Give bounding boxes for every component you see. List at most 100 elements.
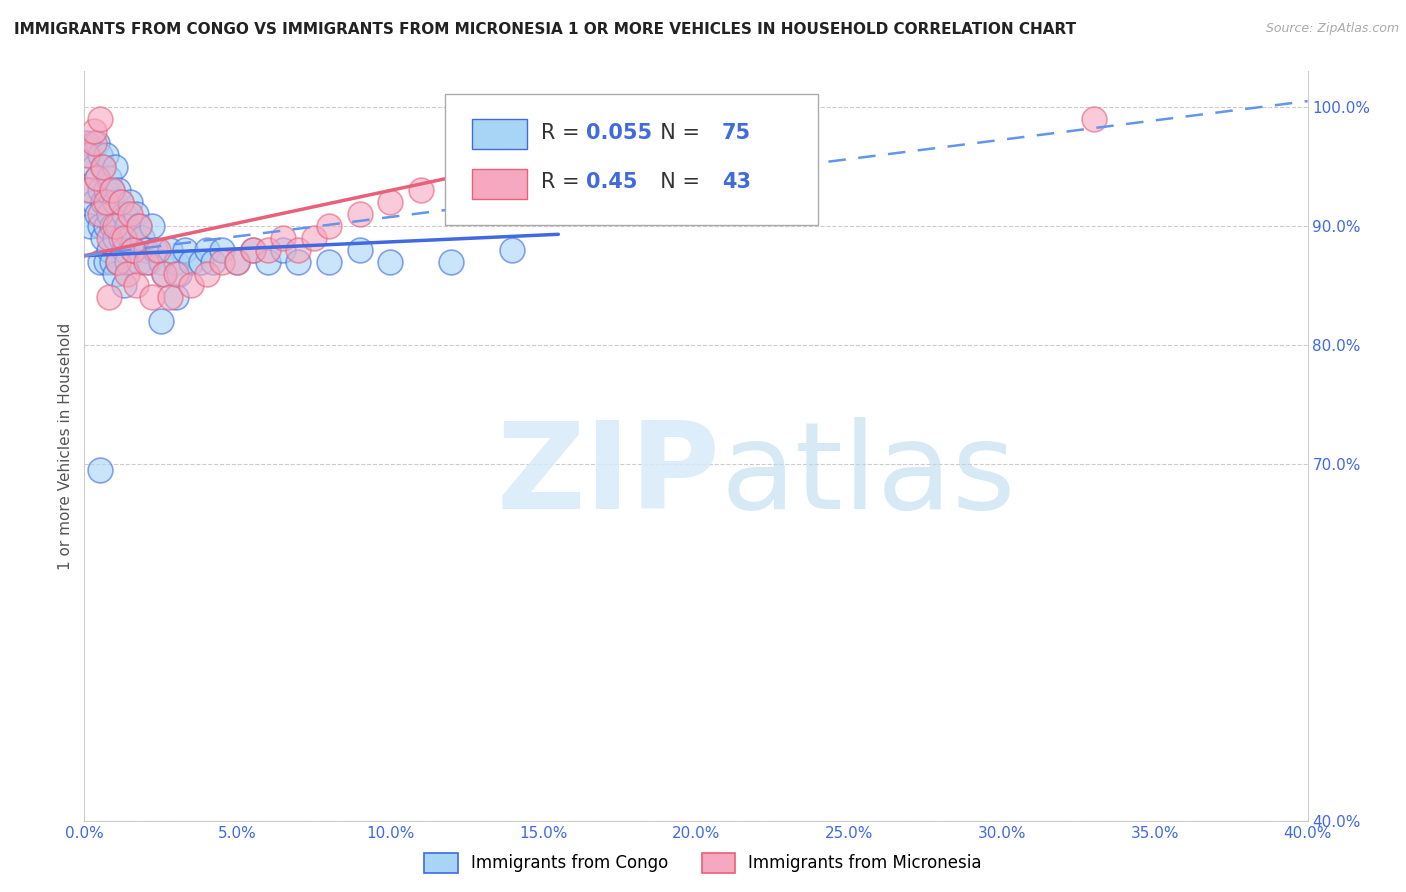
FancyBboxPatch shape — [472, 169, 527, 199]
Point — [115, 254, 138, 268]
Point — [94, 219, 117, 233]
Point — [86, 136, 108, 150]
Text: R =: R = — [541, 123, 586, 143]
Point — [141, 219, 163, 233]
Point — [91, 195, 114, 210]
Point — [89, 207, 111, 221]
Point — [195, 243, 218, 257]
Point — [257, 243, 280, 257]
Point — [104, 231, 127, 245]
Point — [104, 267, 127, 281]
Point — [94, 183, 117, 197]
Point — [79, 219, 101, 233]
Point — [195, 267, 218, 281]
Text: 0.45: 0.45 — [586, 172, 637, 193]
Point — [89, 183, 111, 197]
Point — [146, 243, 169, 257]
Point — [107, 183, 129, 197]
Text: 75: 75 — [721, 123, 751, 143]
Point — [138, 254, 160, 268]
Point — [180, 278, 202, 293]
Point — [76, 183, 98, 197]
Point — [165, 290, 187, 304]
Point — [91, 160, 114, 174]
Point — [128, 219, 150, 233]
Point — [153, 267, 176, 281]
Point — [107, 219, 129, 233]
Point — [86, 207, 108, 221]
Point — [122, 243, 145, 257]
Point — [1083, 112, 1105, 126]
Point — [101, 183, 124, 197]
Point — [128, 254, 150, 268]
Text: 43: 43 — [721, 172, 751, 193]
Point — [165, 254, 187, 268]
Point — [143, 243, 166, 257]
FancyBboxPatch shape — [446, 94, 818, 225]
Point — [115, 219, 138, 233]
Point — [380, 254, 402, 268]
Point — [94, 147, 117, 161]
Point — [104, 195, 127, 210]
Point — [86, 171, 108, 186]
Point — [76, 147, 98, 161]
Point — [97, 207, 120, 221]
Point — [271, 231, 294, 245]
Point — [91, 231, 114, 245]
Point — [94, 254, 117, 268]
Point — [94, 195, 117, 210]
Point — [318, 219, 340, 233]
Point — [165, 267, 187, 281]
Point — [135, 254, 157, 268]
Point — [120, 207, 142, 221]
Point — [531, 147, 554, 161]
Point — [287, 254, 309, 268]
Point — [79, 183, 101, 197]
Point — [112, 243, 135, 257]
Point — [174, 243, 197, 257]
Point — [110, 195, 132, 210]
Point — [110, 231, 132, 245]
Point — [112, 278, 135, 293]
Text: IMMIGRANTS FROM CONGO VS IMMIGRANTS FROM MICRONESIA 1 OR MORE VEHICLES IN HOUSEH: IMMIGRANTS FROM CONGO VS IMMIGRANTS FROM… — [14, 22, 1076, 37]
Point — [226, 254, 249, 268]
Text: ZIP: ZIP — [496, 417, 720, 534]
Point — [97, 231, 120, 245]
Point — [104, 160, 127, 174]
Point — [159, 290, 181, 304]
Point — [349, 243, 371, 257]
Point — [257, 254, 280, 268]
Point — [91, 160, 114, 174]
Point — [120, 195, 142, 210]
Text: N =: N = — [647, 172, 707, 193]
Point — [83, 160, 105, 174]
Point — [112, 207, 135, 221]
Point — [141, 290, 163, 304]
Point — [83, 124, 105, 138]
Point — [125, 278, 148, 293]
Point — [318, 254, 340, 268]
Point — [440, 254, 463, 268]
Point — [107, 254, 129, 268]
Point — [287, 243, 309, 257]
FancyBboxPatch shape — [472, 120, 527, 149]
Point — [502, 243, 524, 257]
Point — [112, 231, 135, 245]
Point — [349, 207, 371, 221]
Point — [302, 231, 325, 245]
Point — [89, 147, 111, 161]
Point — [110, 195, 132, 210]
Point — [125, 207, 148, 221]
Point — [76, 136, 98, 150]
Point — [122, 243, 145, 257]
Point — [101, 219, 124, 233]
Point — [83, 195, 105, 210]
Point — [242, 243, 264, 257]
Point — [149, 254, 172, 268]
Point — [167, 267, 190, 281]
Point — [211, 254, 233, 268]
Point — [107, 254, 129, 268]
Text: 0.055: 0.055 — [586, 123, 652, 143]
Point — [89, 254, 111, 268]
Point — [97, 171, 120, 186]
